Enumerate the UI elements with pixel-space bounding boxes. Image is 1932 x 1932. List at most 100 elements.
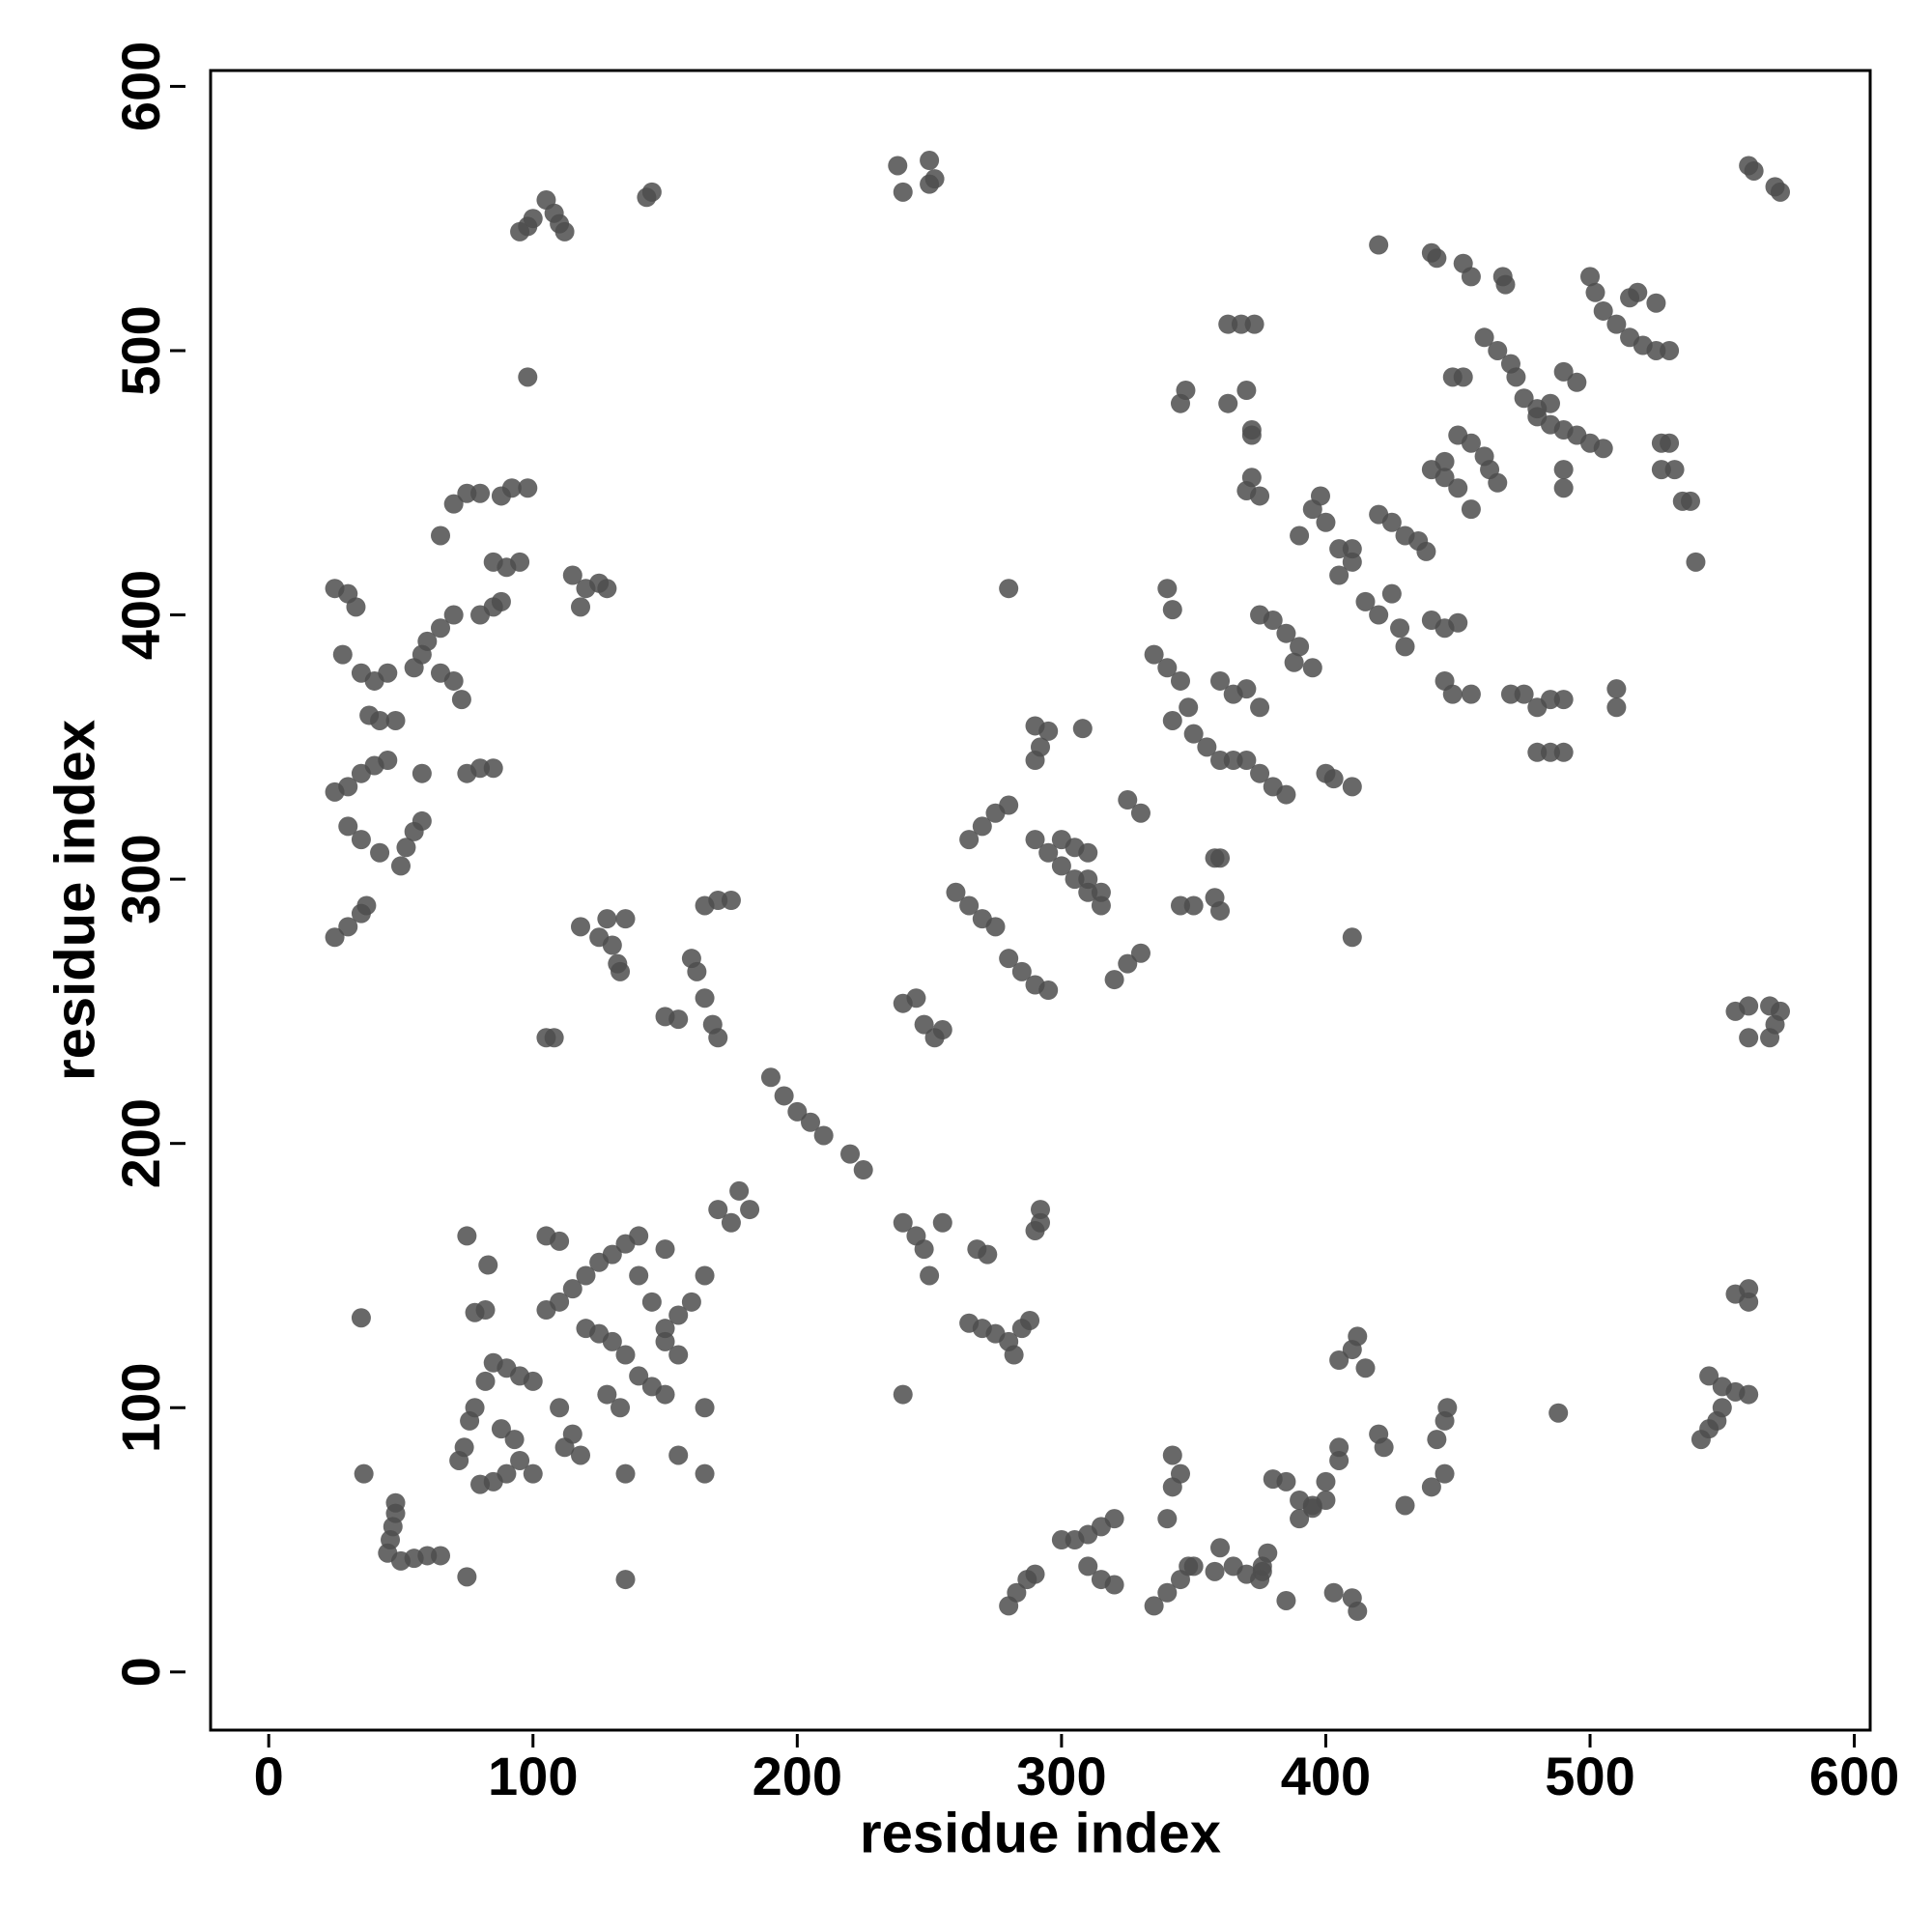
contact-point [602, 935, 622, 955]
contact-point [475, 1300, 496, 1321]
contact-point [470, 758, 491, 779]
contact-point [1007, 1582, 1027, 1603]
contact-point [451, 690, 471, 710]
contact-point [1038, 842, 1059, 863]
contact-point [1770, 182, 1790, 202]
contact-point [1744, 160, 1764, 181]
contact-point [1323, 1582, 1344, 1603]
contact-point [1329, 565, 1350, 585]
contact-point [1355, 591, 1376, 611]
contact-point [1210, 900, 1231, 921]
contact-point [351, 1308, 371, 1328]
x-tick-label: 500 [1545, 1746, 1634, 1806]
contact-point [1157, 658, 1178, 678]
contact-point [629, 1265, 649, 1286]
contact-point [370, 710, 390, 730]
contact-point [1500, 684, 1520, 704]
contact-point [412, 810, 432, 831]
contact-point [1593, 439, 1613, 459]
contact-point [1369, 235, 1389, 255]
contact-point [708, 1028, 728, 1048]
contact-point [483, 758, 503, 779]
contact-point [1664, 460, 1685, 480]
contact-point [914, 1239, 934, 1260]
contact-point [346, 597, 366, 617]
contact-point [1302, 658, 1322, 678]
contact-point [338, 917, 358, 937]
contact-point [1170, 670, 1190, 691]
y-tick-label: 200 [110, 1098, 171, 1188]
contact-point [1553, 742, 1574, 762]
contact-point [1316, 512, 1336, 532]
contact-point [1205, 1561, 1225, 1581]
contact-point [920, 174, 940, 194]
contact-point [1157, 1509, 1178, 1529]
contact-point [1527, 407, 1548, 427]
contact-point [668, 1009, 689, 1030]
contact-point [1329, 539, 1350, 559]
y-tick-label: 300 [110, 834, 171, 923]
contact-point [1461, 499, 1481, 520]
contact-point [1130, 803, 1151, 823]
contact-point [576, 1319, 596, 1339]
contact-point [1453, 367, 1473, 387]
contact-point [1170, 1463, 1190, 1484]
contact-point [1104, 1575, 1124, 1595]
contact-point [1553, 478, 1574, 498]
contact-point [1348, 1601, 1368, 1621]
contact-point [853, 1160, 873, 1180]
contact-point [1355, 1358, 1376, 1378]
x-axis-title: residue index [860, 1802, 1221, 1864]
contact-point [787, 1101, 808, 1122]
contact-point [1395, 1495, 1415, 1516]
contact-point [800, 1112, 820, 1132]
contact-point [1488, 472, 1508, 493]
contact-point [729, 1180, 750, 1201]
contact-point [1567, 372, 1587, 392]
contact-point [920, 1265, 940, 1286]
contact-point [1170, 895, 1190, 916]
contact-point [760, 1067, 781, 1088]
contact-point [1210, 848, 1231, 868]
contact-point [615, 1345, 636, 1365]
contact-point [1065, 869, 1085, 890]
contact-point [1038, 721, 1059, 741]
contact-point [1342, 552, 1362, 572]
contact-point [351, 830, 371, 850]
contact-point [1218, 393, 1238, 413]
contact-point [1051, 856, 1071, 876]
contact-point [920, 151, 940, 171]
contact-point [1585, 282, 1605, 302]
contact-point [774, 1086, 794, 1106]
contact-point [1236, 679, 1257, 699]
contact-point [1263, 611, 1283, 631]
contact-point [1104, 1509, 1124, 1529]
contact-point [978, 1244, 998, 1264]
contact-point [1606, 314, 1627, 334]
contact-point [1276, 784, 1296, 805]
x-tick-label: 300 [1016, 1746, 1106, 1806]
contact-point [1527, 742, 1548, 762]
contact-point [518, 367, 538, 387]
contact-point [655, 1331, 675, 1351]
contact-point [1284, 652, 1304, 672]
contact-point [959, 895, 980, 916]
contact-point [1104, 970, 1124, 990]
contact-point [1580, 267, 1601, 287]
contact-point [431, 1546, 451, 1566]
contact-point [1118, 953, 1138, 974]
contact-point [1004, 1345, 1024, 1365]
contact-point [1474, 327, 1494, 348]
contact-point [570, 1445, 590, 1465]
contact-point [544, 1028, 564, 1048]
contact-point [1176, 381, 1196, 401]
contact-point [1690, 1430, 1711, 1450]
contact-point [999, 579, 1019, 599]
contact-point [1739, 1292, 1759, 1312]
contact-point [985, 917, 1006, 937]
contact-point [893, 1384, 913, 1405]
x-tick-label: 0 [254, 1746, 284, 1806]
contact-point [378, 663, 398, 683]
contact-point [396, 838, 416, 858]
contact-point [1210, 670, 1231, 691]
